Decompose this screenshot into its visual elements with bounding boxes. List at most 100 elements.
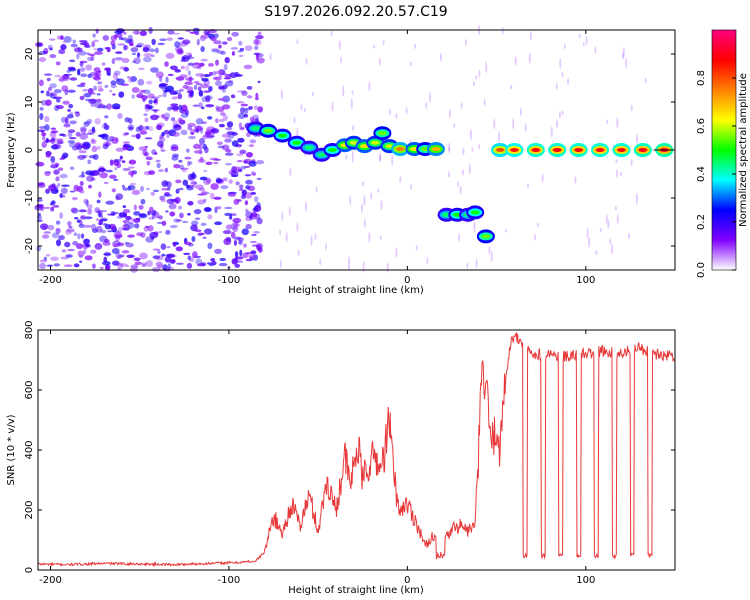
noise-blob	[45, 99, 52, 106]
noise-streak	[377, 188, 380, 193]
noise-streak	[605, 214, 608, 224]
noise-blob	[200, 84, 210, 89]
noise-blob	[157, 264, 165, 269]
noise-streak	[588, 236, 591, 248]
noise-blob	[48, 184, 57, 191]
snr-x-ticks: -200 -100 0 100	[39, 330, 595, 586]
noise-blob	[116, 162, 122, 169]
noise-blob	[245, 179, 253, 185]
noise-blob	[257, 106, 263, 113]
noise-streak	[582, 42, 585, 47]
noise-blob	[175, 179, 182, 184]
noise-blob	[46, 264, 54, 267]
noise-streak	[448, 109, 451, 119]
noise-blob	[223, 77, 232, 80]
noise-blob	[45, 188, 50, 194]
noise-blob	[46, 77, 51, 82]
y-tick-label: 600	[24, 380, 35, 399]
noise-blob	[231, 258, 238, 265]
colorbar-tick-label: 0.2	[696, 214, 707, 230]
noise-streak	[644, 77, 647, 83]
noise-streak	[606, 119, 609, 124]
noise-blob	[200, 222, 207, 226]
noise-blob	[77, 68, 81, 76]
noise-blob	[72, 39, 77, 44]
noise-blob	[240, 103, 249, 107]
noise-blob	[224, 73, 232, 78]
noise-streak	[386, 262, 389, 273]
noise-blob	[255, 96, 259, 101]
noise-blob	[198, 232, 205, 236]
noise-blob	[167, 263, 171, 270]
noise-blob	[243, 165, 251, 168]
noise-blob	[53, 263, 60, 267]
noise-blob	[226, 36, 233, 42]
noise-blob	[105, 138, 115, 142]
noise-blob	[59, 212, 64, 219]
noise-blob	[182, 220, 189, 224]
noise-blob	[238, 40, 243, 46]
noise-streak	[536, 222, 539, 228]
noise-blob	[148, 99, 153, 105]
noise-blob	[115, 51, 123, 55]
noise-blob	[177, 93, 183, 100]
noise-blob	[255, 53, 259, 61]
noise-blob	[165, 85, 175, 93]
noise-streak	[279, 259, 282, 269]
noise-blob	[139, 30, 147, 37]
noise-blob	[179, 74, 188, 79]
noise-blob	[52, 204, 60, 208]
noise-streak	[303, 107, 306, 113]
noise-blob	[45, 254, 51, 257]
noise-blob	[138, 67, 145, 71]
noise-blob	[106, 103, 112, 110]
noise-blob	[45, 137, 49, 144]
noise-blob	[64, 89, 69, 96]
noise-blob	[69, 120, 77, 125]
noise-blob	[166, 246, 171, 249]
noise-blob	[122, 219, 130, 223]
noise-blob	[84, 121, 92, 125]
noise-streak	[561, 71, 564, 78]
noise-blob	[239, 107, 245, 114]
heatmap-y-label: Frequency (Hz)	[6, 112, 17, 188]
noise-blob	[249, 139, 257, 144]
noise-blob	[205, 32, 210, 36]
noise-blob	[116, 78, 125, 86]
noise-blob	[185, 65, 190, 71]
noise-blob	[244, 192, 253, 199]
noise-streak	[466, 262, 469, 269]
noise-blob	[204, 207, 212, 211]
noise-streak	[534, 233, 537, 241]
noise-blob	[68, 225, 73, 229]
noise-blob	[47, 44, 53, 50]
noise-blob	[230, 231, 236, 239]
noise-blob	[97, 167, 106, 173]
noise-streak	[279, 229, 282, 236]
noise-blob	[216, 206, 222, 210]
noise-blob	[40, 90, 44, 94]
noise-blob	[65, 229, 72, 235]
noise-streak	[524, 122, 527, 132]
noise-blob	[142, 125, 147, 132]
noise-blob	[87, 88, 94, 95]
snr-x-label: Height of straight line (km)	[288, 585, 424, 596]
noise-blob	[73, 47, 83, 53]
noise-blob	[239, 249, 243, 257]
noise-blob	[129, 42, 134, 47]
x-tick-label: -100	[218, 575, 241, 586]
noise-blob	[127, 185, 132, 192]
noise-blob	[228, 133, 235, 139]
noise-blob	[258, 247, 263, 253]
noise-streak	[351, 151, 354, 163]
noise-blob	[186, 262, 193, 269]
noise-blob	[214, 221, 223, 226]
noise-blob	[254, 204, 262, 212]
noise-streak	[561, 110, 564, 116]
noise-blob	[169, 65, 178, 71]
noise-blob	[121, 160, 126, 163]
noise-streak	[505, 228, 508, 233]
noise-streak	[609, 238, 612, 246]
noise-blob	[68, 67, 77, 72]
noise-blob	[142, 56, 152, 63]
